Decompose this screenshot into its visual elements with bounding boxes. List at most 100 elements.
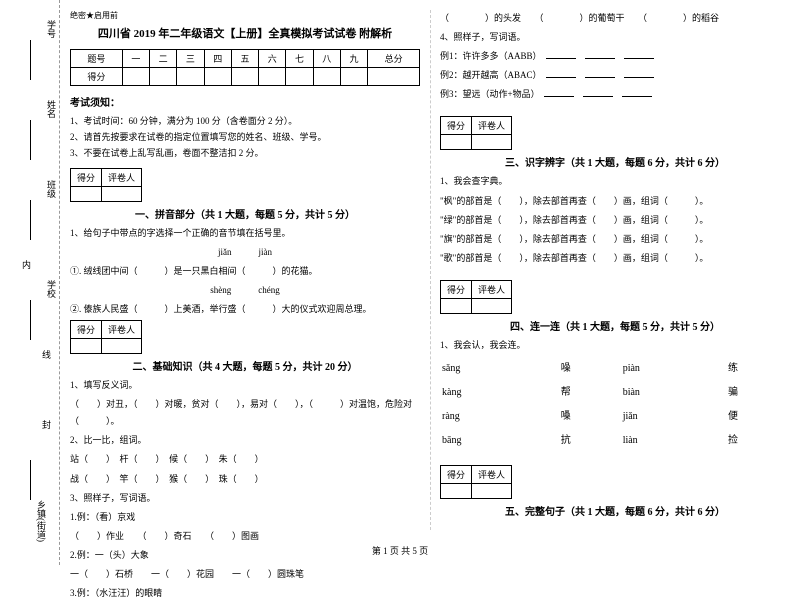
sidebar-label: 姓名 [45, 100, 58, 118]
question: 1、我会查字典。 [440, 173, 790, 190]
sidebar-mark: 线 [40, 350, 53, 359]
td: 得分 [441, 117, 472, 135]
sidebar-label: 学校 [45, 280, 58, 298]
grade-table: 得分评卷人 [70, 320, 142, 354]
sidebar-label: 学号 [45, 20, 58, 38]
td: 评卷人 [102, 168, 142, 186]
th: 七 [286, 50, 313, 68]
section-content: （ ）的头发 （ ）的葡萄干 （ ）的稻谷 4、照样子，写词语。 例1：许许多多… [440, 10, 790, 103]
cell: 噪 [561, 358, 621, 380]
td: 得分 [441, 280, 472, 298]
question-line: "旗"的部首是（ ），除去部首再查（ ）画，组词（ ）。 [440, 231, 790, 248]
section-content: 1、我会认，我会连。 sǎng噪piàn练 kàng帮biàn骗 ràng嗓ji… [440, 337, 790, 454]
th: 三 [177, 50, 204, 68]
notice-item: 3、不要在试卷上乱写乱画，卷面不整洁扣 2 分。 [70, 145, 420, 161]
cell: sǎng [442, 358, 559, 380]
binding-sidebar: 学号 姓名 班级 内 学校 线 封 乡镇(街道) [0, 0, 60, 565]
th: 一 [122, 50, 149, 68]
score-table: 题号 一 二 三 四 五 六 七 八 九 总分 得分 [70, 49, 420, 86]
th: 八 [313, 50, 340, 68]
cell: 抗 [561, 430, 621, 452]
example: 3.例：（水汪汪）的眼睛 [70, 585, 420, 602]
td: 得分 [71, 321, 102, 339]
word: 朱（ ） [219, 454, 264, 464]
question-line: ②. 傣族人民盛（ ）上美酒，举行盛（ ）大的仪式欢迎周总理。 [70, 301, 420, 318]
cell: bāng [442, 430, 559, 452]
notice-head: 考试须知： [70, 94, 420, 109]
notices: 1、考试时间：60 分钟，满分为 100 分（含卷面分 2 分）。 2、请首先按… [70, 113, 420, 162]
td: 得分 [71, 68, 123, 86]
question: 4、照样子，写词语。 [440, 29, 790, 46]
section-title: 二、基础知识（共 4 大题，每题 5 分，共计 20 分） [70, 358, 420, 373]
question: 1、给句子中带点的字选择一个正确的音节填在括号里。 [70, 225, 420, 242]
cell: 练 [728, 358, 788, 380]
grade-table: 得分评卷人 [70, 168, 142, 202]
td: 评卷人 [102, 321, 142, 339]
section-title: 五、完整句子（共 1 大题，每题 6 分，共计 6 分） [440, 503, 790, 518]
grade-table: 得分评卷人 [440, 116, 512, 150]
sidebar-line [30, 460, 31, 500]
th: 五 [231, 50, 258, 68]
question-line: "绿"的部首是（ ），除去部首再查（ ）画，组词（ ）。 [440, 212, 790, 229]
td: 评卷人 [472, 280, 512, 298]
cell: biàn [623, 382, 726, 404]
section-title: 一、拼音部分（共 1 大题，每题 5 分，共计 5 分） [70, 206, 420, 221]
cell: 捡 [728, 430, 788, 452]
td: 得分 [441, 466, 472, 484]
cell: liàn [623, 430, 726, 452]
question-line: （ ）对丑，（ ）对暖，贫对（ ），易对（ ），（ ）对温饱，危险对（ ）。 [70, 396, 420, 430]
sidebar-line [30, 200, 31, 240]
question: 1、填写反义词。 [70, 377, 420, 394]
section-title: 四、连一连（共 1 大题，每题 5 分，共计 5 分） [440, 318, 790, 333]
question-line: "枫"的部首是（ ），除去部首再查（ ）画，组词（ ）。 [440, 193, 790, 210]
left-column: 绝密★启用前 四川省 2019 年二年级语文【上册】全真模拟考试试卷 附解析 题… [70, 10, 420, 604]
th: 九 [340, 50, 367, 68]
right-column: （ ）的头发 （ ）的葡萄干 （ ）的稻谷 4、照样子，写词语。 例1：许许多多… [440, 10, 790, 604]
sidebar-line [30, 40, 31, 80]
table-row: 得分 [71, 68, 420, 86]
question-line: （ ）作业 （ ）奇石 （ ）图画 [70, 528, 420, 545]
word: 杆（ ） [120, 454, 161, 464]
word: 猴（ ） [169, 474, 210, 484]
sidebar-mark: 内 [20, 260, 33, 269]
main-content: 绝密★启用前 四川省 2019 年二年级语文【上册】全真模拟考试试卷 附解析 题… [70, 10, 790, 604]
word: 珠（ ） [219, 474, 264, 484]
question: 2、比一比，组词。 [70, 432, 420, 449]
question-line: 一（ ）石桥 一（ ）花园 一（ ）圆珠笔 [70, 566, 420, 583]
sidebar-line [30, 300, 31, 340]
section-title: 三、识字辨字（共 1 大题，每题 6 分，共计 6 分） [440, 154, 790, 169]
notice-item: 2、请首先按要求在试卷的指定位置填写您的姓名、班级、学号。 [70, 129, 420, 145]
secret-label: 绝密★启用前 [70, 10, 420, 21]
sidebar-label: 班级 [45, 180, 58, 198]
section-content: 1、给句子中带点的字选择一个正确的音节填在括号里。 jiǎn jiàn ①. 绒… [70, 225, 420, 318]
match-table: sǎng噪piàn练 kàng帮biàn骗 ràng嗓jiǎn便 bāng抗li… [440, 356, 790, 454]
sidebar-label: 乡镇(街道) [35, 500, 48, 542]
td: 评卷人 [472, 466, 512, 484]
cell: 嗓 [561, 406, 621, 428]
sidebar-mark: 封 [40, 420, 53, 429]
cell: kàng [442, 382, 559, 404]
section-content: 1、我会查字典。 "枫"的部首是（ ），除去部首再查（ ）画，组词（ ）。 "绿… [440, 173, 790, 266]
cell: piàn [623, 358, 726, 380]
cell: 骗 [728, 382, 788, 404]
pinyin: shèng [210, 285, 231, 295]
word: 站（ ） [70, 454, 111, 464]
td: 评卷人 [472, 117, 512, 135]
grade-table: 得分评卷人 [440, 465, 512, 499]
example: 例1：许许多多（AABB） [440, 51, 537, 61]
table-row: 题号 一 二 三 四 五 六 七 八 九 总分 [71, 50, 420, 68]
question: 1、我会认，我会连。 [440, 337, 790, 354]
grade-table: 得分评卷人 [440, 280, 512, 314]
word: 候（ ） [169, 454, 210, 464]
question-line: ①. 绒线团中间（ ）是一只黑白相间（ ）的花猫。 [70, 263, 420, 280]
sidebar-line [30, 120, 31, 160]
cell: ràng [442, 406, 559, 428]
question-line: （ ）的头发 （ ）的葡萄干 （ ）的稻谷 [440, 10, 790, 27]
word: 战（ ） [70, 474, 111, 484]
example: 例2：越开越高（ABAC） [440, 70, 537, 80]
th: 二 [150, 50, 177, 68]
word: 竿（ ） [120, 474, 161, 484]
cell: jiǎn [623, 406, 726, 428]
pinyin: jiǎn [218, 247, 232, 257]
pinyin: chéng [258, 285, 280, 295]
